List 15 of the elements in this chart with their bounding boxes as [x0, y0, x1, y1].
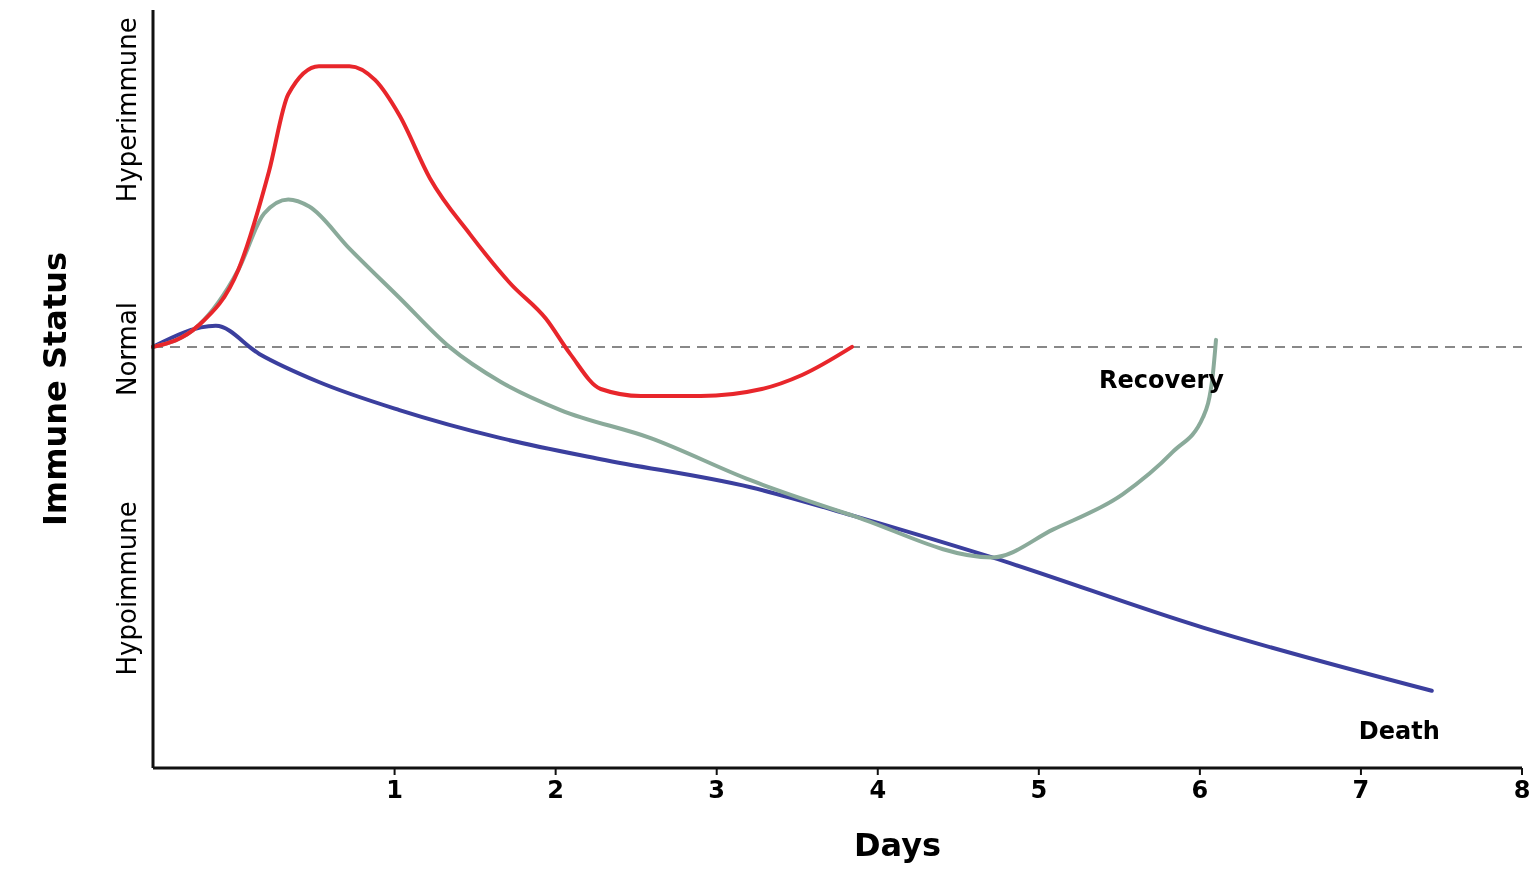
y-axis-title: Immune Status	[36, 251, 74, 527]
text: Hyperimmune	[112, 17, 142, 203]
x-tick-label: 2	[547, 776, 564, 804]
series-label: Death	[1358, 716, 1440, 745]
x-tick-label: 6	[1191, 776, 1209, 804]
x-tick-label: 8	[1513, 776, 1531, 804]
text: Hypoimmune	[112, 501, 142, 676]
x-axis-title: Days	[853, 826, 942, 864]
x-tick-label: 7	[1352, 776, 1370, 804]
x-tick-label: 1	[386, 776, 403, 804]
x-tick-label: 4	[869, 776, 887, 804]
x-tick-label: 3	[708, 776, 726, 804]
series-label: Recovery	[1099, 365, 1225, 394]
text: Normal	[112, 301, 142, 397]
x-tick-label: 5	[1030, 776, 1048, 804]
